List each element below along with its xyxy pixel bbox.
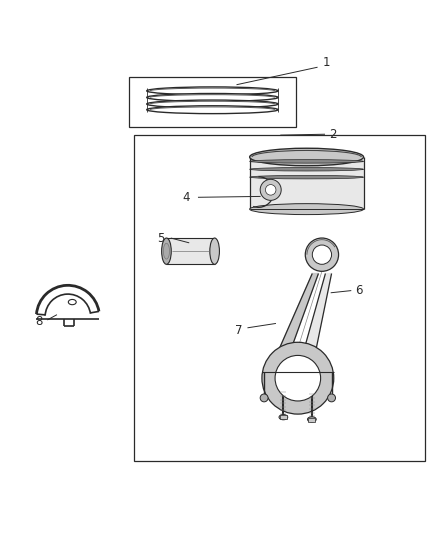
Ellipse shape <box>147 93 278 101</box>
Polygon shape <box>279 273 318 349</box>
Text: 8: 8 <box>35 315 42 328</box>
Ellipse shape <box>147 100 278 108</box>
Ellipse shape <box>162 238 171 264</box>
Text: 7: 7 <box>235 324 243 336</box>
Ellipse shape <box>279 415 288 420</box>
Ellipse shape <box>250 148 364 166</box>
Circle shape <box>260 394 268 402</box>
Circle shape <box>265 184 276 195</box>
Text: 1: 1 <box>322 56 330 69</box>
Bar <box>280 415 287 419</box>
Circle shape <box>275 356 321 401</box>
Bar <box>250 157 364 209</box>
Text: 2: 2 <box>329 128 337 141</box>
Circle shape <box>305 238 339 271</box>
Circle shape <box>262 342 334 414</box>
Ellipse shape <box>147 106 278 114</box>
Bar <box>129 77 296 127</box>
Ellipse shape <box>250 159 364 163</box>
Circle shape <box>312 245 332 264</box>
Ellipse shape <box>307 417 316 422</box>
Ellipse shape <box>250 175 364 179</box>
Text: 5: 5 <box>158 231 165 245</box>
Ellipse shape <box>147 87 278 95</box>
Text: 6: 6 <box>355 284 363 297</box>
Ellipse shape <box>163 243 170 259</box>
Bar <box>134 135 425 462</box>
Bar <box>308 418 315 422</box>
Polygon shape <box>304 273 332 349</box>
Ellipse shape <box>250 204 364 215</box>
Circle shape <box>328 394 336 402</box>
Ellipse shape <box>210 238 219 264</box>
Text: 4: 4 <box>182 191 190 204</box>
Circle shape <box>260 179 281 200</box>
Bar <box>166 238 215 264</box>
Ellipse shape <box>68 300 76 305</box>
Ellipse shape <box>250 167 364 171</box>
